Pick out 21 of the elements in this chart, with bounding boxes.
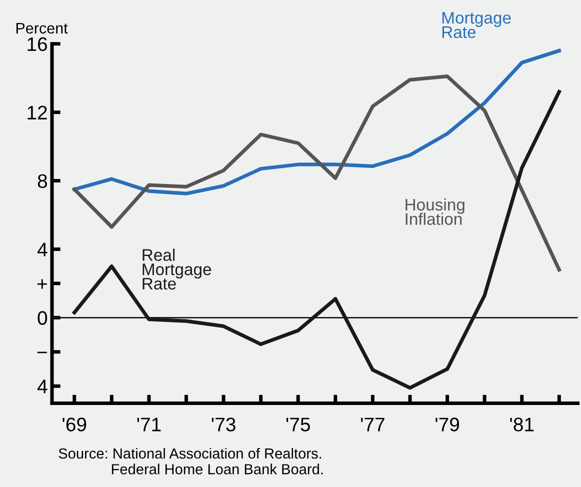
y-tick-label: + (37, 279, 47, 289)
x-tick-label: '73 (212, 418, 236, 432)
source-note: Source: National Association of Realtors. Federal Home Loan Bank Board. (58, 448, 323, 474)
text: Housing Inflation (406, 198, 464, 225)
y-tick-label: 12 (28, 106, 47, 120)
x-tick-label: '69 (62, 418, 86, 432)
y-tick-label: 16 (28, 37, 47, 52)
x-tick-label: '77 (361, 418, 384, 432)
line-series (72, 48, 561, 196)
y-axis-title: Percent (16, 22, 68, 34)
x-tick-label: '75 (286, 418, 310, 432)
y-tick-label: − (37, 352, 47, 354)
series-label: Mortgage Rate (442, 12, 511, 38)
x-tick-label: '79 (436, 418, 460, 432)
y-tick-label: 4 (37, 380, 48, 394)
y-tick-label: 4 (37, 242, 48, 256)
x-tick-label: '71 (137, 418, 161, 432)
x-tick-label: '81 (510, 418, 534, 432)
y-tick-label: 8 (38, 174, 47, 188)
y-tick-label: 0 (38, 311, 48, 325)
series-label: Real Mortgage Rate (142, 248, 212, 290)
